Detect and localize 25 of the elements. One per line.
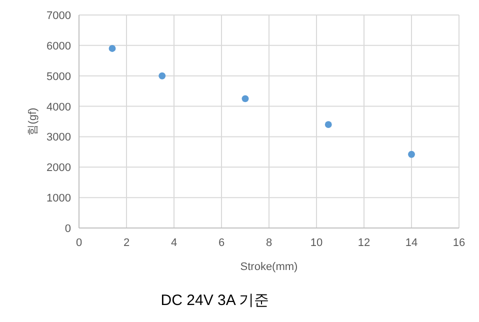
y-tick-label: 2000: [46, 162, 71, 174]
x-tick-label: 12: [358, 237, 370, 249]
y-tick-label: 7000: [46, 10, 71, 22]
y-axis-title: 힘(gf): [27, 108, 39, 136]
x-tick-label: 6: [218, 237, 225, 249]
y-tick-label: 6000: [46, 40, 71, 52]
y-tick-label: 5000: [46, 70, 71, 83]
y-tick-label: 1000: [46, 192, 71, 205]
x-tick-label: 16: [452, 237, 466, 249]
x-tick-label: 14: [405, 237, 418, 249]
x-tick-label: 0: [76, 237, 82, 249]
x-tick-label: 2: [123, 237, 130, 249]
point: [108, 45, 116, 52]
x-tick-label: 4: [170, 237, 178, 249]
point: [242, 95, 249, 102]
y-tick-label: 0: [64, 223, 71, 235]
point: [324, 121, 332, 128]
x-tick-label: 10: [310, 237, 323, 249]
y-tick-label: 4000: [46, 101, 71, 114]
point: [408, 150, 415, 158]
x-axis-title: Stroke(mm): [240, 261, 298, 273]
x-tick-label: 8: [266, 237, 272, 249]
y-tick-label: 3000: [46, 132, 71, 144]
point: [158, 72, 166, 80]
text: DC 24V 3A 기준: [160, 292, 270, 309]
